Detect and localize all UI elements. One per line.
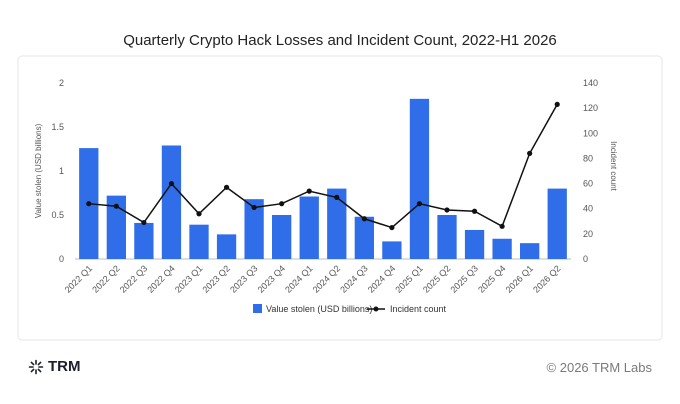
trm-logo-icon <box>28 359 44 374</box>
y-tick-left: 0 <box>59 254 64 264</box>
line-marker <box>389 224 395 231</box>
x-tick-label: 2023 Q3 <box>228 263 259 294</box>
line-marker <box>113 203 119 209</box>
line-marker <box>168 180 175 187</box>
line-marker <box>554 101 560 107</box>
bar <box>106 195 126 259</box>
x-tick-label: 2023 Q4 <box>256 263 287 294</box>
line-marker <box>141 219 147 226</box>
line-marker <box>499 223 505 229</box>
x-tick-label: 2025 Q1 <box>393 263 424 294</box>
bar <box>382 241 402 259</box>
bar <box>244 199 264 259</box>
bar <box>547 188 567 259</box>
y-tick-right: 100 <box>583 128 598 138</box>
y-tick-left: 2 <box>59 78 64 88</box>
bar <box>354 216 374 259</box>
x-tick-label: 2024 Q3 <box>338 263 369 294</box>
x-tick-label: 2026 Q2 <box>531 263 562 294</box>
trm-logo-text: TRM <box>48 358 81 375</box>
incident-line <box>88 104 558 229</box>
y-tick-right: 0 <box>583 254 588 264</box>
legend: Value stolen (USD billions) Incident cou… <box>253 304 447 314</box>
x-tick-label: 2024 Q4 <box>366 263 397 294</box>
bar <box>189 224 209 259</box>
x-tick-label: 2024 Q1 <box>283 263 314 294</box>
line-series <box>86 101 560 231</box>
line-marker <box>306 188 312 194</box>
y-axis-label-right: Incident count <box>609 141 618 192</box>
legend-label-bars: Value stolen (USD billions) <box>266 304 372 314</box>
x-tick-label: 2026 Q1 <box>504 263 535 294</box>
line-marker <box>251 204 257 211</box>
bar <box>161 145 182 259</box>
bar <box>299 196 319 259</box>
trm-logo: TRM <box>28 358 81 375</box>
y-tick-left: 0.5 <box>51 210 64 220</box>
x-tick-label: 2022 Q2 <box>90 263 121 294</box>
line-marker <box>279 201 285 207</box>
y-tick-right: 80 <box>583 153 593 163</box>
x-tick-label: 2023 Q2 <box>200 263 231 294</box>
x-tick-label: 2025 Q4 <box>476 263 507 294</box>
chart-frame <box>17 55 663 341</box>
bar-series <box>79 98 567 259</box>
y-tick-left: 1.5 <box>51 122 64 132</box>
bar <box>437 215 457 259</box>
x-tick-label: 2022 Q3 <box>118 263 149 294</box>
line-marker <box>444 207 450 213</box>
y-axis-label-left: Value stolen (USD billions) <box>34 123 43 218</box>
bar <box>520 243 540 259</box>
line-marker <box>223 184 230 190</box>
copyright: © 2026 TRM Labs <box>546 360 652 375</box>
x-tick-label: 2024 Q2 <box>311 263 342 294</box>
bar <box>216 234 237 259</box>
y-tick-right: 60 <box>583 179 593 189</box>
line-marker <box>527 150 533 156</box>
bar <box>464 229 485 259</box>
y-tick-right: 40 <box>583 204 593 214</box>
x-tick-label: 2025 Q2 <box>421 263 452 294</box>
line-marker <box>361 216 367 222</box>
x-tick-label: 2025 Q3 <box>448 263 479 294</box>
legend-label-line: Incident count <box>390 304 447 314</box>
bar <box>409 98 430 259</box>
y-tick-right: 20 <box>583 229 593 239</box>
line-marker <box>334 194 340 200</box>
legend-swatch-marker <box>373 306 379 312</box>
x-tick-label: 2022 Q4 <box>145 263 176 294</box>
bar <box>272 215 292 259</box>
y-tick-left: 1 <box>59 166 64 176</box>
x-tick-label: 2022 Q1 <box>63 263 94 294</box>
line-marker <box>196 211 202 217</box>
chart-title: Quarterly Crypto Hack Losses and Inciden… <box>123 32 557 49</box>
bar <box>327 188 347 259</box>
line-marker <box>471 208 478 214</box>
y-tick-right: 120 <box>583 103 598 113</box>
bar <box>492 238 512 259</box>
line-marker <box>416 201 423 207</box>
bar <box>134 222 154 259</box>
line-marker <box>86 201 92 207</box>
legend-swatch-bars <box>253 304 262 313</box>
x-tick-label: 2023 Q1 <box>173 263 204 294</box>
y-tick-right: 140 <box>583 78 598 88</box>
